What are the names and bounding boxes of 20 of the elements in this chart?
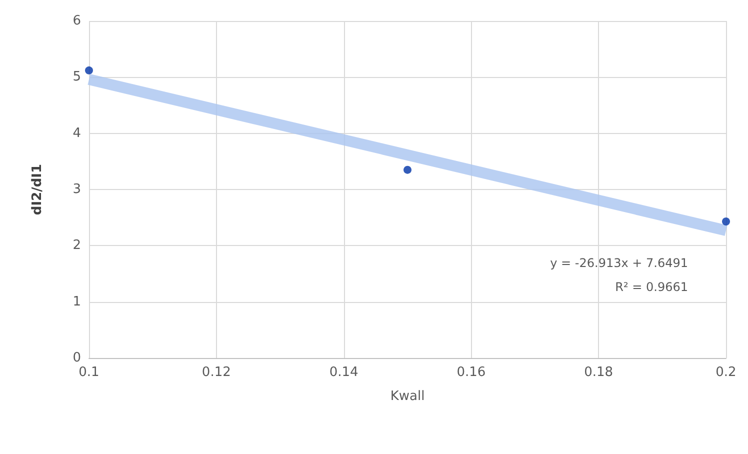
annotation: R² = 0.9661 (615, 280, 688, 294)
point (404, 166, 412, 174)
x-tick-label: 0.1 (78, 365, 100, 380)
y-tick-label: 2 (72, 238, 81, 254)
y-axis-title: dI2/dI1 (30, 164, 45, 216)
y-tick-label: 1 (72, 294, 81, 310)
point (85, 66, 93, 74)
x-tick-label: 0.12 (202, 365, 231, 380)
y-tick-label: 4 (72, 126, 81, 141)
y-tick-label: 3 (72, 182, 81, 197)
x-tick-label: 0.2 (716, 365, 736, 380)
x-tick-label: 0.14 (329, 365, 358, 380)
annotation: y = -26.913x + 7.6491 (550, 256, 688, 270)
y-tick-label: 0 (72, 350, 81, 366)
y-tick-label: 5 (72, 70, 81, 85)
y-tick-label: 6 (72, 14, 81, 28)
point (722, 218, 730, 226)
x-axis-title: Kwall (390, 389, 425, 404)
x-tick-label: 0.18 (584, 365, 614, 380)
x-tick-label: 0.16 (456, 365, 486, 380)
